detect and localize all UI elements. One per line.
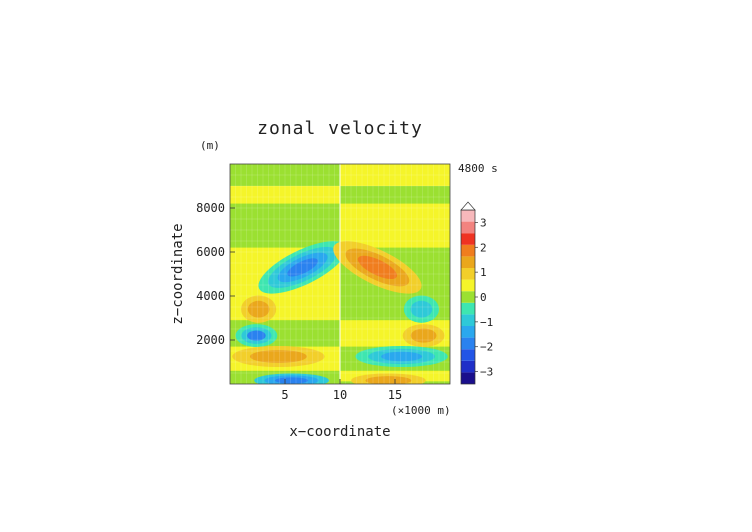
colorbar-swatch	[461, 360, 475, 373]
colorbar-extend-arrow	[460, 201, 476, 211]
chart-title: zonal velocity	[257, 118, 423, 139]
colorbar-swatch	[461, 244, 475, 257]
colorbar-tick-label: 2	[480, 241, 487, 254]
jet-positive-right-level-2	[357, 255, 398, 280]
contour-field	[230, 164, 450, 384]
lobe-positive-left-level-1	[247, 300, 270, 318]
lobe-negative-bottom-left-level-2	[274, 377, 309, 384]
x-tick-label: 15	[388, 388, 402, 402]
x-tick-label: 5	[281, 388, 288, 402]
lobe-positive-bottom-right-level-1	[365, 376, 412, 384]
field-band-upper-left	[230, 203, 340, 248]
colorbar-swatch	[461, 210, 475, 222]
field-band-top-left	[230, 164, 340, 186]
y-tick-label: 6000	[196, 245, 225, 259]
lobe-negative-low-right-level-2	[381, 351, 423, 362]
y-tick-label: 8000	[196, 201, 225, 215]
jet-negative-left-level-3	[287, 258, 318, 277]
y-axis-label: z−coordinate	[170, 223, 186, 324]
colorbar: −3 −2 −1 0 1 2 3	[460, 201, 493, 385]
lobe-negative-left-level-2	[247, 330, 266, 341]
colorbar-swatch	[461, 256, 475, 268]
lobe-positive-right-level-1	[410, 328, 437, 343]
colorbar-tick-label: −2	[480, 341, 493, 354]
colorbar-tick-label: 0	[480, 291, 487, 304]
x-axis-label: x−coordinate	[289, 424, 390, 440]
colorbar-swatch	[461, 326, 475, 338]
colorbar-tick-label: 3	[480, 216, 487, 229]
colorbar-tick-label: −3	[480, 366, 493, 379]
y-unit-label: (m)	[200, 139, 220, 152]
colorbar-swatch	[461, 291, 475, 303]
lobe-negative-right-level-1	[410, 300, 433, 318]
colorbar-swatch	[461, 372, 475, 384]
lobe-positive-low-left-level-1	[249, 350, 307, 363]
colorbar-swatch	[461, 268, 475, 280]
colorbar-tick-label: −1	[480, 316, 493, 329]
colorbar-swatch	[461, 314, 475, 326]
plot-area	[229, 163, 451, 385]
colorbar-tick-label: 1	[480, 266, 487, 279]
colorbar-swatch	[461, 337, 475, 350]
colorbar-swatch	[461, 279, 475, 292]
y-axis: 2000 4000 6000 8000	[196, 201, 235, 347]
time-label: 4800 s	[458, 162, 498, 175]
x-axis: 5 10 15	[281, 379, 402, 402]
y-tick-label: 4000	[196, 289, 225, 303]
field-band-upper-right	[340, 203, 450, 248]
colorbar-swatch	[461, 302, 475, 315]
y-tick-label: 2000	[196, 333, 225, 347]
colorbar-swatch	[461, 233, 475, 245]
x-unit-label: (×1000 m)	[391, 404, 451, 417]
field-band-top-right	[340, 164, 450, 186]
colorbar-swatch	[461, 221, 475, 234]
x-tick-label: 10	[333, 388, 347, 402]
colorbar-swatch	[461, 349, 475, 361]
